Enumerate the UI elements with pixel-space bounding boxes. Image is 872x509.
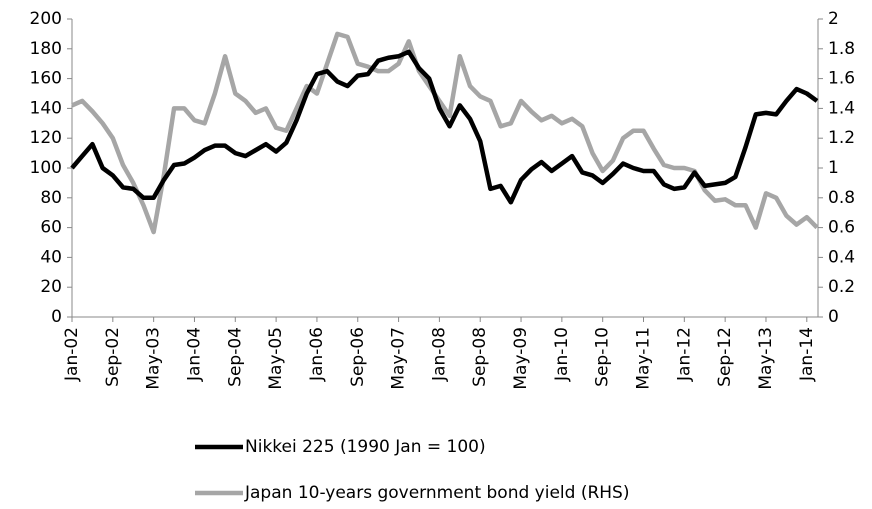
x-tick-label: May-11 bbox=[634, 327, 654, 390]
y-tick-label: 180 bbox=[30, 39, 62, 59]
x-tick-label: Sep-02 bbox=[103, 327, 123, 387]
y2-tick-label: 0.8 bbox=[828, 188, 855, 208]
y-tick-label: 40 bbox=[40, 247, 62, 267]
y2-tick-label: 1.2 bbox=[828, 128, 855, 148]
y-tick-label: 120 bbox=[30, 128, 62, 148]
legend-label: Nikkei 225 (1990 Jan = 100) bbox=[245, 437, 486, 457]
y-tick-label: 60 bbox=[40, 218, 62, 238]
y2-tick-label: 1.6 bbox=[828, 69, 855, 89]
x-tick-label: May-07 bbox=[389, 327, 409, 390]
x-tick-label: May-13 bbox=[756, 327, 776, 390]
y2-tick-label: 0.2 bbox=[828, 277, 855, 297]
x-tick-label: Sep-06 bbox=[348, 327, 368, 387]
y-tick-label: 80 bbox=[40, 188, 62, 208]
y-tick-label: 20 bbox=[40, 277, 62, 297]
y2-tick-label: 2 bbox=[828, 9, 839, 29]
x-tick-label: May-05 bbox=[266, 327, 286, 390]
x-tick-label: Jan-10 bbox=[552, 327, 572, 382]
y-tick-label: 160 bbox=[30, 69, 62, 89]
y-tick-label: 0 bbox=[51, 307, 62, 327]
y-tick-label: 140 bbox=[30, 98, 62, 118]
y-tick-label: 200 bbox=[30, 9, 62, 29]
y2-tick-label: 1.4 bbox=[828, 98, 855, 118]
y2-tick-label: 1 bbox=[828, 158, 839, 178]
y2-tick-label: 0.4 bbox=[828, 247, 855, 267]
x-tick-label: May-03 bbox=[144, 327, 164, 390]
x-tick-label: May-09 bbox=[511, 327, 531, 390]
x-tick-label: Jan-12 bbox=[674, 327, 694, 382]
x-tick-label: Sep-10 bbox=[593, 327, 613, 387]
y2-tick-label: 1.8 bbox=[828, 39, 855, 59]
x-tick-label: Sep-04 bbox=[225, 327, 245, 387]
x-tick-label: Jan-08 bbox=[429, 327, 449, 382]
legend-label: Japan 10-years government bond yield (RH… bbox=[244, 483, 629, 503]
x-tick-label: Jan-06 bbox=[307, 327, 327, 382]
series-line bbox=[70, 49, 819, 205]
series-line bbox=[71, 31, 819, 235]
x-tick-label: Jan-02 bbox=[62, 327, 82, 382]
x-tick-label: Jan-04 bbox=[184, 327, 204, 382]
x-tick-label: Sep-12 bbox=[715, 327, 735, 387]
x-tick-label: Jan-14 bbox=[797, 327, 817, 382]
x-tick-label: Sep-08 bbox=[470, 327, 490, 387]
y2-tick-label: 0.6 bbox=[828, 218, 855, 238]
y2-tick-label: 0 bbox=[828, 307, 839, 327]
y-tick-label: 100 bbox=[30, 158, 62, 178]
